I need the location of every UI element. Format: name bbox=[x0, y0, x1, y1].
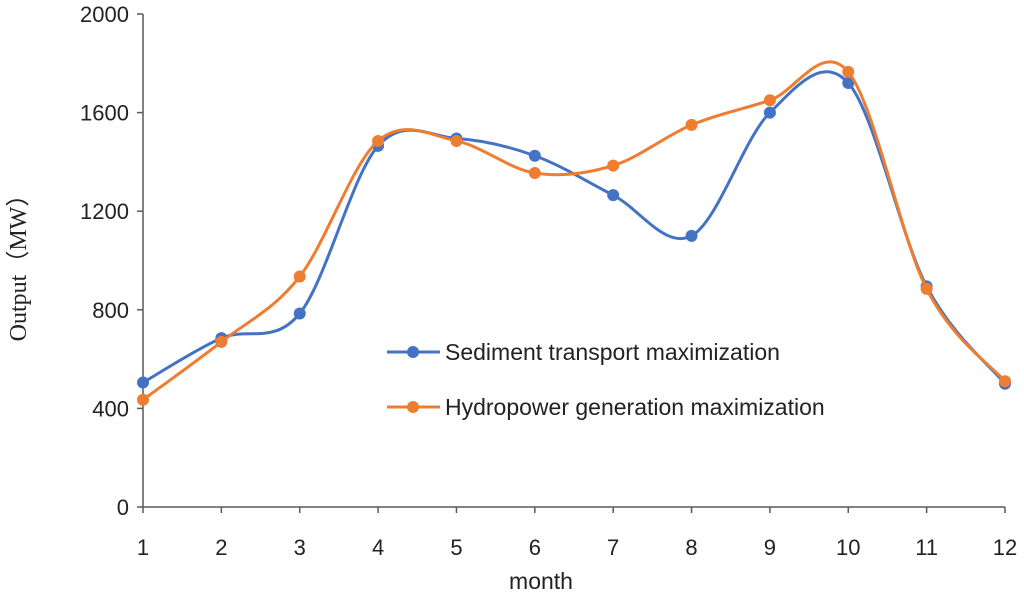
x-tick-label: 4 bbox=[372, 535, 384, 560]
x-ticks: 1 2 3 4 5 6 7 8 9 10 11 12 bbox=[137, 507, 1017, 560]
data-point bbox=[372, 134, 385, 147]
data-point bbox=[137, 393, 149, 406]
x-tick-label: 6 bbox=[529, 535, 541, 560]
x-tick-label: 2 bbox=[215, 535, 227, 560]
data-point bbox=[528, 149, 541, 162]
data-point bbox=[137, 376, 149, 389]
series-layer bbox=[137, 60, 1011, 406]
legend-swatch-marker bbox=[407, 346, 419, 358]
x-tick-label: 12 bbox=[993, 535, 1017, 560]
y-tick-label: 1600 bbox=[80, 101, 129, 126]
y-tick-label: 800 bbox=[92, 298, 129, 323]
x-tick-label: 5 bbox=[450, 535, 462, 560]
data-point bbox=[685, 229, 698, 242]
data-point bbox=[920, 282, 933, 295]
data-point bbox=[999, 375, 1011, 388]
x-tick-label: 1 bbox=[137, 535, 149, 560]
y-ticks: 0 400 800 1200 1600 2000 bbox=[80, 2, 143, 520]
x-tick-label: 3 bbox=[294, 535, 306, 560]
x-tick-label: 7 bbox=[607, 535, 619, 560]
x-tick-label: 8 bbox=[685, 535, 697, 560]
data-point bbox=[842, 65, 855, 78]
data-point bbox=[607, 189, 620, 202]
legend-label: Sediment transport maximization bbox=[445, 339, 780, 365]
data-point bbox=[450, 134, 463, 147]
legend-label: Hydropower generation maximization bbox=[445, 394, 825, 420]
y-tick-label: 400 bbox=[92, 396, 129, 421]
legend-swatch-marker bbox=[407, 401, 419, 413]
y-axis: 0 400 800 1200 1600 2000 bbox=[80, 2, 144, 520]
x-tick-label: 10 bbox=[836, 535, 860, 560]
legend: Sediment transport maximization Hydropowe… bbox=[387, 339, 825, 420]
series-hydropower-generation bbox=[137, 60, 1011, 406]
y-tick-label: 1200 bbox=[80, 199, 129, 224]
series-line bbox=[141, 70, 1007, 386]
data-point bbox=[293, 307, 306, 320]
x-axis: 1 2 3 4 5 6 7 8 9 10 11 12 bbox=[137, 506, 1017, 560]
legend-item: Hydropower generation maximization bbox=[387, 394, 825, 420]
data-point bbox=[293, 270, 306, 283]
y-tick-label: 2000 bbox=[80, 2, 129, 27]
data-point bbox=[763, 106, 776, 119]
data-point bbox=[215, 335, 228, 348]
x-tick-label: 11 bbox=[915, 535, 938, 560]
data-point bbox=[842, 77, 855, 90]
data-point bbox=[528, 166, 541, 179]
y-axis-title: Output（MW） bbox=[6, 183, 32, 342]
data-point bbox=[685, 118, 698, 131]
x-tick-label: 9 bbox=[764, 535, 776, 560]
data-point bbox=[607, 159, 620, 172]
x-axis-title: month bbox=[509, 568, 573, 594]
legend-item: Sediment transport maximization bbox=[387, 339, 780, 365]
y-tick-label: 0 bbox=[117, 495, 129, 520]
data-point bbox=[763, 94, 776, 107]
